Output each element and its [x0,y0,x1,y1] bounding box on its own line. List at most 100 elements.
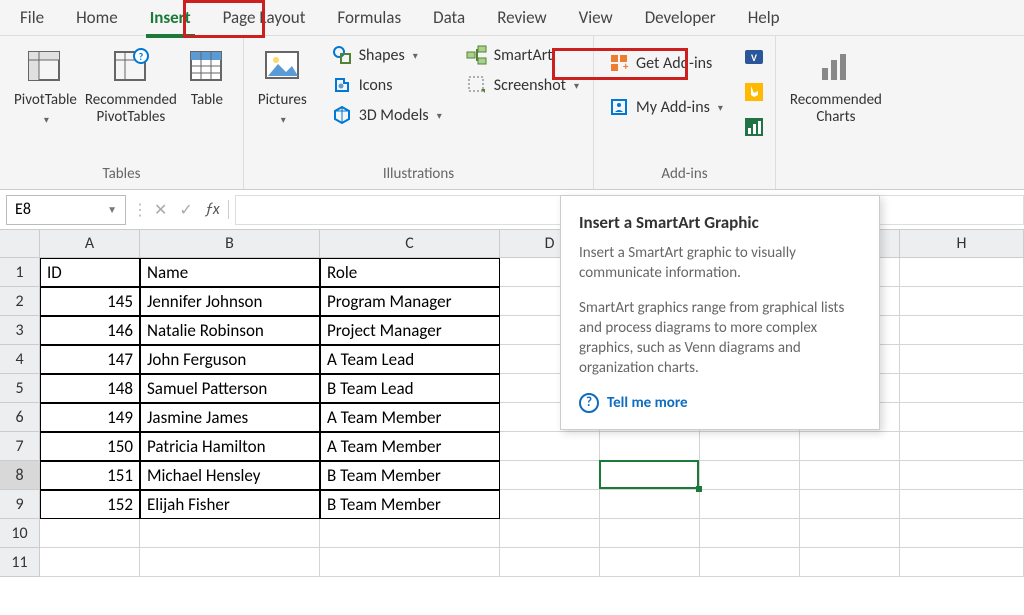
cell-A4[interactable]: 147 [40,345,140,374]
cell-H4[interactable] [900,345,1024,374]
cell-A1[interactable]: ID [40,258,140,287]
cell-H11[interactable] [900,548,1024,577]
smartart-button[interactable]: SmartArt [462,42,583,68]
cell-B7[interactable]: Patricia Hamilton [140,432,320,461]
cell-B5[interactable]: Samuel Patterson [140,374,320,403]
cell-G10[interactable] [800,519,900,548]
pictures-button[interactable]: Pictures ▾ [254,42,311,128]
cell-G8[interactable] [800,461,900,490]
enter-icon[interactable]: ✓ [179,200,192,220]
cell-H10[interactable] [900,519,1024,548]
cell-F10[interactable] [700,519,800,548]
cell-C1[interactable]: Role [320,258,500,287]
cancel-icon[interactable]: ✕ [154,200,167,220]
menu-view[interactable]: View [577,1,615,34]
cell-E10[interactable] [600,519,700,548]
cell-C6[interactable]: A Team Member [320,403,500,432]
visio-icon[interactable]: V [743,46,765,73]
menu-developer[interactable]: Developer [643,1,718,34]
cell-A2[interactable]: 145 [40,287,140,316]
cell-C3[interactable]: Project Manager [320,316,500,345]
cell-C11[interactable] [320,548,500,577]
row-head-3[interactable]: 3 [0,316,40,345]
cell-B9[interactable]: Elijah Fisher [140,490,320,519]
cell-B4[interactable]: John Ferguson [140,345,320,374]
cell-D8[interactable] [500,461,600,490]
cell-D10[interactable] [500,519,600,548]
select-all-corner[interactable] [0,230,40,258]
cell-B10[interactable] [140,519,320,548]
cell-H5[interactable] [900,374,1024,403]
bing-icon[interactable] [743,81,765,108]
row-head-6[interactable]: 6 [0,403,40,432]
cell-H2[interactable] [900,287,1024,316]
cell-F7[interactable] [700,432,800,461]
menu-help[interactable]: Help [746,1,782,34]
cell-G9[interactable] [800,490,900,519]
row-head-11[interactable]: 11 [0,548,40,577]
cell-F9[interactable] [700,490,800,519]
cell-B3[interactable]: Natalie Robinson [140,316,320,345]
my-addins-button[interactable]: My Add-ins ▾ [604,94,727,120]
menu-file[interactable]: File [18,1,46,34]
cell-A8[interactable]: 151 [40,461,140,490]
pivottable-button[interactable]: PivotTable ▾ [10,42,81,128]
cell-H8[interactable] [900,461,1024,490]
cell-C5[interactable]: B Team Lead [320,374,500,403]
col-head-A[interactable]: A [40,230,140,258]
row-head-9[interactable]: 9 [0,490,40,519]
cell-A3[interactable]: 146 [40,316,140,345]
screenshot-button[interactable]: Screenshot ▾ [462,72,583,98]
menu-formulas[interactable]: Formulas [335,1,403,34]
cell-H1[interactable] [900,258,1024,287]
cell-H7[interactable] [900,432,1024,461]
table-button[interactable]: Table [181,42,233,111]
row-head-5[interactable]: 5 [0,374,40,403]
fx-icon[interactable]: ƒx [205,200,229,219]
cell-A6[interactable]: 149 [40,403,140,432]
cell-C9[interactable]: B Team Member [320,490,500,519]
cell-A7[interactable]: 150 [40,432,140,461]
menu-page-layout[interactable]: Page Layout [221,1,308,34]
cell-C4[interactable]: A Team Lead [320,345,500,374]
col-head-C[interactable]: C [320,230,500,258]
menu-insert[interactable]: Insert [148,1,193,34]
cell-A11[interactable] [40,548,140,577]
row-head-2[interactable]: 2 [0,287,40,316]
icons-button[interactable]: Icons [327,72,446,98]
cell-D11[interactable] [500,548,600,577]
cell-E8[interactable] [600,461,700,490]
col-head-B[interactable]: B [140,230,320,258]
cell-A10[interactable] [40,519,140,548]
3d-models-button[interactable]: 3D Models ▾ [327,102,446,128]
row-head-4[interactable]: 4 [0,345,40,374]
cell-A5[interactable]: 148 [40,374,140,403]
cell-F8[interactable] [700,461,800,490]
cell-C8[interactable]: B Team Member [320,461,500,490]
get-addins-button[interactable]: + Get Add-ins [604,50,727,76]
cell-G7[interactable] [800,432,900,461]
row-head-1[interactable]: 1 [0,258,40,287]
cell-B2[interactable]: Jennifer Johnson [140,287,320,316]
row-head-10[interactable]: 10 [0,519,40,548]
name-box[interactable]: E8 ▼ [6,195,126,225]
cell-E9[interactable] [600,490,700,519]
row-head-8[interactable]: 8 [0,461,40,490]
cell-B6[interactable]: Jasmine James [140,403,320,432]
cell-G11[interactable] [800,548,900,577]
cell-C7[interactable]: A Team Member [320,432,500,461]
cell-E11[interactable] [600,548,700,577]
menu-home[interactable]: Home [74,1,120,34]
cell-H6[interactable] [900,403,1024,432]
row-head-7[interactable]: 7 [0,432,40,461]
menu-data[interactable]: Data [431,1,467,34]
col-head-H[interactable]: H [900,230,1024,258]
cell-E7[interactable] [600,432,700,461]
cell-A9[interactable]: 152 [40,490,140,519]
cell-B11[interactable] [140,548,320,577]
menu-review[interactable]: Review [495,1,548,34]
recommended-pivottables-button[interactable]: ? Recommended PivotTables [81,42,181,127]
people-graph-icon[interactable] [743,116,765,143]
cell-H9[interactable] [900,490,1024,519]
cell-C10[interactable] [320,519,500,548]
